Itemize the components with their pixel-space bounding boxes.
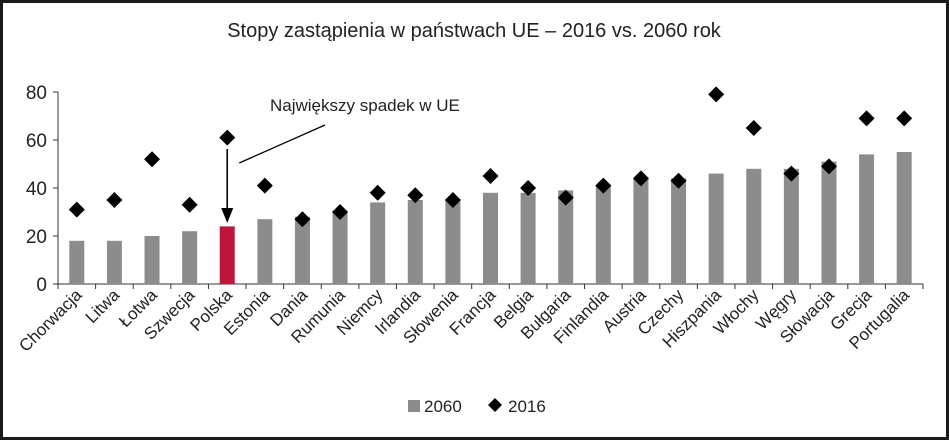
bar-2060 (445, 200, 461, 284)
marker-2016 (632, 170, 649, 187)
annotation-text: Największy spadek w UE (270, 96, 460, 115)
bar-2060 (896, 152, 912, 284)
y-tick-label: 60 (26, 131, 47, 152)
marker-2016 (595, 177, 612, 194)
markers-2016 (68, 86, 913, 228)
marker-2016 (482, 168, 499, 184)
bar-2060 (294, 216, 310, 284)
marker-2016 (745, 120, 762, 136)
bar-2060 (219, 226, 235, 284)
marker-2016 (407, 187, 424, 204)
marker-2016 (332, 204, 349, 220)
y-tick-label: 80 (26, 83, 47, 104)
bar-2060 (69, 240, 85, 284)
marker-2016 (896, 110, 913, 127)
marker-2016 (68, 201, 85, 218)
marker-2016 (294, 211, 311, 228)
marker-2016 (670, 172, 687, 189)
marker-2016 (820, 158, 837, 175)
legend-label-2016: 2016 (508, 397, 546, 416)
bar-2060 (595, 185, 611, 284)
bar-2060 (783, 168, 799, 284)
bar-2060 (746, 168, 762, 284)
annotation-arrowhead (221, 208, 234, 223)
bar-2060 (633, 178, 649, 284)
legend-marker-2016 (488, 398, 502, 412)
marker-2016 (369, 184, 386, 201)
marker-2016 (144, 151, 161, 168)
marker-2016 (256, 177, 273, 194)
marker-2016 (106, 192, 123, 208)
bar-2060 (520, 192, 536, 284)
bar-2060 (407, 200, 423, 284)
bar-2060 (859, 154, 875, 284)
marker-2016 (708, 86, 725, 103)
annotation-pointer-line (238, 124, 326, 164)
bar-2060 (483, 192, 498, 284)
y-tick-label: 20 (26, 227, 47, 248)
bar-2060 (558, 190, 574, 284)
bar-2060 (144, 236, 160, 284)
legend-swatch-2060 (408, 400, 420, 412)
bars-2060 (69, 152, 912, 284)
y-tick-label: 0 (36, 275, 47, 296)
bar-2060 (671, 178, 687, 284)
marker-2016 (219, 129, 236, 146)
bar-2060 (370, 202, 386, 284)
marker-2016 (557, 189, 574, 206)
marker-2016 (858, 110, 875, 127)
marker-2016 (783, 165, 800, 182)
bar-2060 (106, 240, 122, 284)
chart-title: Stopy zastąpienia w państwach UE – 2016 … (227, 20, 722, 42)
bar-2060 (821, 161, 837, 284)
marker-2016 (520, 180, 537, 196)
y-tick-label: 40 (26, 179, 47, 200)
x-axis-labels: ChorwacjaLitwaŁotwaSzwecjaPolskaEstoniaD… (15, 285, 913, 356)
legend: 2060 2016 (408, 397, 546, 416)
bar-2060 (332, 212, 348, 284)
x-tick-label: Chorwacja (15, 285, 86, 356)
marker-2016 (444, 192, 461, 208)
annotation: Największy spadek w UE (221, 96, 460, 223)
marker-2016 (181, 196, 198, 213)
bar-2060 (182, 231, 198, 284)
chart: Stopy zastąpienia w państwach UE – 2016 … (15, 20, 924, 416)
bar-2060 (257, 219, 273, 284)
bar-2060 (708, 173, 724, 284)
legend-label-2060: 2060 (424, 397, 462, 416)
